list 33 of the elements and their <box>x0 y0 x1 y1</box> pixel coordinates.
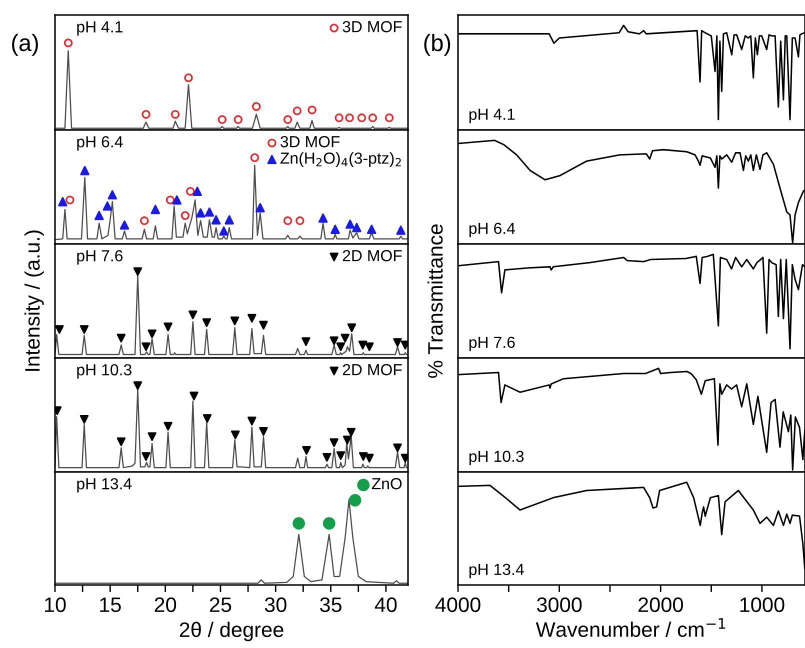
x-tick-label: 2000 <box>638 597 683 612</box>
text: 2D MOF <box>342 364 402 376</box>
x-tick-label: 4000 <box>435 597 480 612</box>
annotation: pH 10.3 <box>469 450 524 466</box>
x-tick-label: 20 <box>154 597 176 612</box>
x-tick-label: 35 <box>320 597 342 612</box>
legend-label: Zn(H$_{2}$O)$_{4}$(3-ptz)$_{2}$ <box>280 152 401 167</box>
text: pH 4.1 <box>77 21 122 36</box>
annotation: pH 4.1 <box>469 108 515 124</box>
legend-label: 3D MOF <box>342 21 402 32</box>
x-tick-label: 15 <box>100 598 121 612</box>
legend-label: ZnO <box>372 478 402 490</box>
x-axis-title: 2θ / degree <box>180 622 284 642</box>
annotation: pH 7.6 <box>469 336 515 352</box>
chart-title: (a) <box>12 34 38 56</box>
y-axis-title: % Transmittance <box>427 224 443 378</box>
x-tick-label: 40 <box>374 597 397 612</box>
text: pH 10.3 <box>77 364 132 379</box>
annotation: pH 6.4 <box>469 222 515 238</box>
text: pH 13.4 <box>77 478 132 493</box>
x-tick-label: 10 <box>45 597 66 612</box>
x-axis-title: Wavenumber / cm$^{−1}$ <box>536 618 726 637</box>
text: pH 6.4 <box>77 136 123 151</box>
text: pH 7.6 <box>77 250 123 265</box>
legend-label: 2D MOF <box>342 250 402 262</box>
x-tick-label: 25 <box>210 597 232 612</box>
x-tick-label: 30 <box>264 597 286 612</box>
chart-title: (b) <box>424 34 450 56</box>
annotation: pH 13.4 <box>469 564 524 578</box>
legend-label: 3D MOF <box>280 136 340 148</box>
x-tick-label: 3000 <box>536 597 582 612</box>
y-axis-title: Intensity / (a.u.) <box>24 230 44 371</box>
x-tick-label: 1000 <box>740 597 784 612</box>
